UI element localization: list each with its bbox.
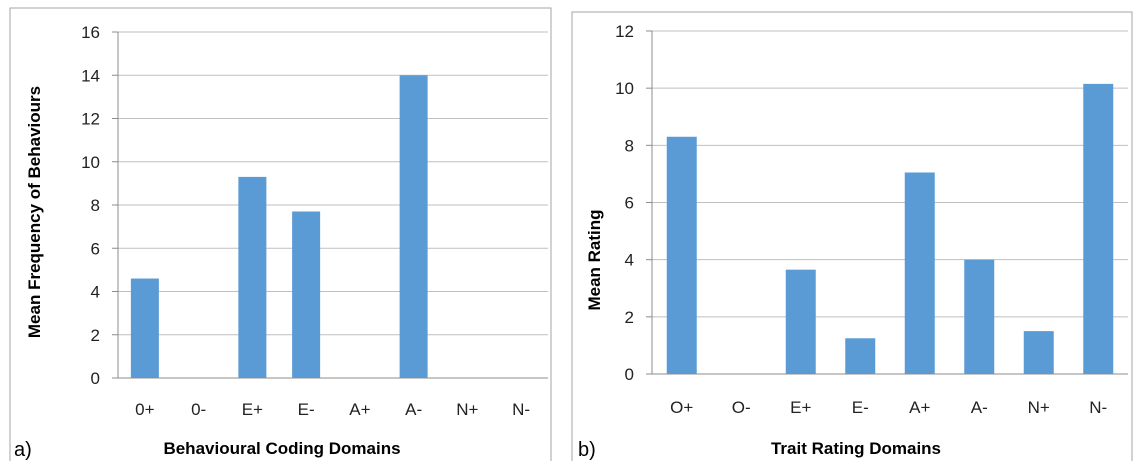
chart-b-x-tick-label: E-	[852, 398, 869, 417]
chart-b-y-tick-label: 10	[615, 79, 634, 98]
chart-a-y-tick-label: 0	[91, 369, 100, 388]
chart-b-bar-E+	[785, 269, 816, 374]
chart-b-y-tick-labels: 0 2 4 6 8 10 12	[615, 22, 634, 384]
chart-a-y-tick-label: 14	[81, 66, 100, 85]
chart-b-y-tick-label: 8	[625, 136, 634, 155]
chart-b-panel-label: b)	[578, 439, 596, 461]
chart-b-y-tick-label: 6	[625, 194, 634, 213]
chart-a-x-axis-title: Behavioural Coding Domains	[163, 439, 400, 458]
chart-a-frame	[9, 7, 552, 461]
chart-b-y-tick-label: 12	[615, 22, 634, 41]
chart-b-y-tick-label: 2	[625, 308, 634, 327]
chart-b-bar-N+	[1023, 331, 1054, 374]
chart-a-y-tick-label: 2	[91, 326, 100, 345]
chart-b-gridlines	[646, 30, 1128, 375]
chart-a-y-tick-label: 4	[91, 283, 100, 302]
chart-a-x-tick-label: 0-	[191, 400, 206, 419]
chart-a-x-tick-label: A+	[349, 400, 370, 419]
chart-a-x-tick-label: N+	[456, 400, 478, 419]
chart-b-frame	[571, 11, 1133, 461]
chart-b-y-tick-label: 0	[625, 365, 634, 384]
chart-a-x-tick-labels: 0+ 0- E+ E- A+ A- N+ N-	[135, 400, 530, 419]
chart-b-bar-E-	[845, 338, 876, 374]
chart-b-x-tick-labels: O+ O- E+ E- A+ A- N+ N-	[670, 398, 1107, 417]
chart-b-x-tick-label: E+	[790, 398, 811, 417]
chart-b-bar-A+	[904, 172, 935, 374]
chart-a-y-tick-label: 8	[91, 196, 100, 215]
chart-a-bar-0+	[130, 278, 159, 378]
chart-b-x-tick-label: A+	[909, 398, 930, 417]
chart-b-x-tick-label: O-	[732, 398, 751, 417]
chart-b-x-axis-title: Trait Rating Domains	[771, 439, 941, 458]
chart-a-x-tick-label: E+	[242, 400, 263, 419]
chart-b-x-tick-label: O+	[670, 398, 693, 417]
chart-a-x-tick-label: A-	[405, 400, 422, 419]
chart-a-bar-A-	[399, 75, 428, 378]
chart-b-bar-O+	[666, 136, 697, 374]
chart-b-bars	[666, 83, 1114, 375]
chart-b-x-tick-label: A-	[971, 398, 988, 417]
chart-a-panel-label: a)	[14, 439, 32, 461]
chart-a-y-tick-labels: 0 2 4 6 8 10 12 14 16	[81, 23, 100, 388]
chart-b-bar-A-	[964, 259, 995, 374]
chart-a-y-axis-title: Mean Frequency of Behaviours	[25, 86, 44, 338]
chart-panel-a: 0 2 4 6 8 10 12 14 16 0+ 0- E+ E- A+ A- N+ N- Mean Freq…	[9, 7, 552, 461]
chart-a-bars	[130, 75, 428, 378]
chart-a-y-tick-label: 10	[81, 153, 100, 172]
chart-a-bar-E+	[238, 176, 267, 378]
chart-b-y-axis-title: Mean Rating	[585, 209, 604, 310]
chart-b-bar-N-	[1083, 83, 1114, 375]
chart-panel-b: 0 2 4 6 8 10 12 O+ O- E+ E- A+ A- N+ N- Mean Rating T…	[571, 11, 1133, 461]
chart-a-x-tick-label: 0+	[135, 400, 154, 419]
chart-a-y-tick-label: 12	[81, 110, 100, 129]
chart-a-bar-E-	[292, 211, 321, 378]
chart-b-y-tick-label: 4	[625, 251, 634, 270]
chart-a-y-tick-label: 6	[91, 239, 100, 258]
chart-b-x-tick-label: N-	[1089, 398, 1107, 417]
chart-a-x-tick-label: N-	[512, 400, 530, 419]
chart-a-y-tick-label: 16	[81, 23, 100, 42]
chart-b-x-tick-label: N+	[1028, 398, 1050, 417]
chart-a-x-tick-label: E-	[298, 400, 315, 419]
chart-a-gridlines	[112, 31, 548, 379]
